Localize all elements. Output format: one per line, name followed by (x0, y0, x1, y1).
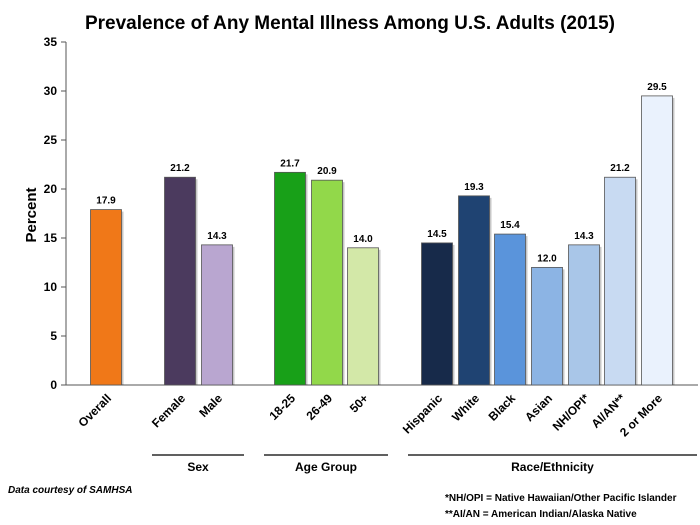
y-tick-label: 30 (44, 84, 58, 98)
x-tick-label: Male (196, 391, 225, 420)
source-note: Data courtesy of SAMHSA (8, 485, 132, 496)
chart-title: Prevalence of Any Mental Illness Among U… (85, 13, 615, 34)
y-tick-label: 20 (44, 182, 58, 196)
bar-female (164, 176, 196, 386)
bar-hispanic (421, 242, 453, 386)
x-tick-label: Black (486, 391, 519, 424)
footnote-nhopi: *NH/OPI = Native Hawaiian/Other Pacific … (445, 493, 677, 504)
value-label: 15.4 (500, 220, 520, 231)
x-tick-label: 26-49 (304, 391, 336, 423)
value-label: 21.7 (280, 158, 300, 169)
y-tick-label: 10 (44, 280, 58, 294)
bar-series (90, 95, 675, 386)
y-axis-label: Percent (23, 187, 40, 242)
group-label: Sex (187, 460, 209, 474)
value-label: 12.0 (537, 253, 557, 264)
bar-male (201, 244, 233, 386)
bar-asian (531, 266, 563, 386)
footnote-aian: **AI/AN = American Indian/Alaska Native (445, 509, 637, 520)
x-tick-label: Asian (522, 391, 555, 424)
y-tick-label: 0 (50, 378, 57, 392)
bar-nh-opi (568, 244, 600, 386)
y-tick-label: 35 (44, 35, 58, 49)
x-tick-label: Female (149, 391, 188, 430)
x-tick-label: NH/OPI* (550, 391, 593, 434)
bar-black (494, 233, 526, 386)
bar-50 (347, 247, 379, 386)
x-tick-label: 50+ (347, 391, 371, 415)
value-label: 14.3 (574, 231, 594, 242)
bar-26-49 (311, 179, 343, 386)
x-tick-label: 18-25 (267, 391, 299, 423)
bar-18-25 (274, 171, 306, 386)
value-label: 21.2 (170, 163, 190, 174)
group-brackets: Sex Age Group Race/Ethnicity (152, 454, 697, 474)
value-label: 21.2 (610, 163, 630, 174)
group-label: Age Group (295, 460, 357, 474)
bar-overall (90, 209, 122, 386)
x-tick-label: Hispanic (400, 391, 445, 436)
y-tick-label: 15 (44, 231, 58, 245)
y-tick-label: 25 (44, 133, 58, 147)
x-tick-label: White (449, 391, 482, 424)
value-labels: 17.9 21.2 14.3 21.7 20.9 14.0 14.5 19.3 15.4 12.0… (96, 82, 667, 264)
value-label: 19.3 (464, 182, 484, 193)
x-tick-label: Overall (75, 391, 114, 430)
value-label: 14.5 (427, 229, 447, 240)
value-label: 29.5 (647, 82, 667, 93)
value-label: 20.9 (317, 166, 337, 177)
group-label: Race/Ethnicity (511, 460, 594, 474)
value-label: 17.9 (96, 196, 116, 207)
value-label: 14.3 (207, 231, 227, 242)
x-tick-labels: Overall Female Male 18-25 26-49 50+ Hispanic Wh… (75, 391, 665, 439)
bar-2-or-more (641, 95, 673, 386)
value-label: 14.0 (353, 234, 373, 245)
bar-white (458, 195, 490, 386)
y-tick-label: 5 (50, 329, 57, 343)
bar-ai-an (604, 176, 636, 386)
